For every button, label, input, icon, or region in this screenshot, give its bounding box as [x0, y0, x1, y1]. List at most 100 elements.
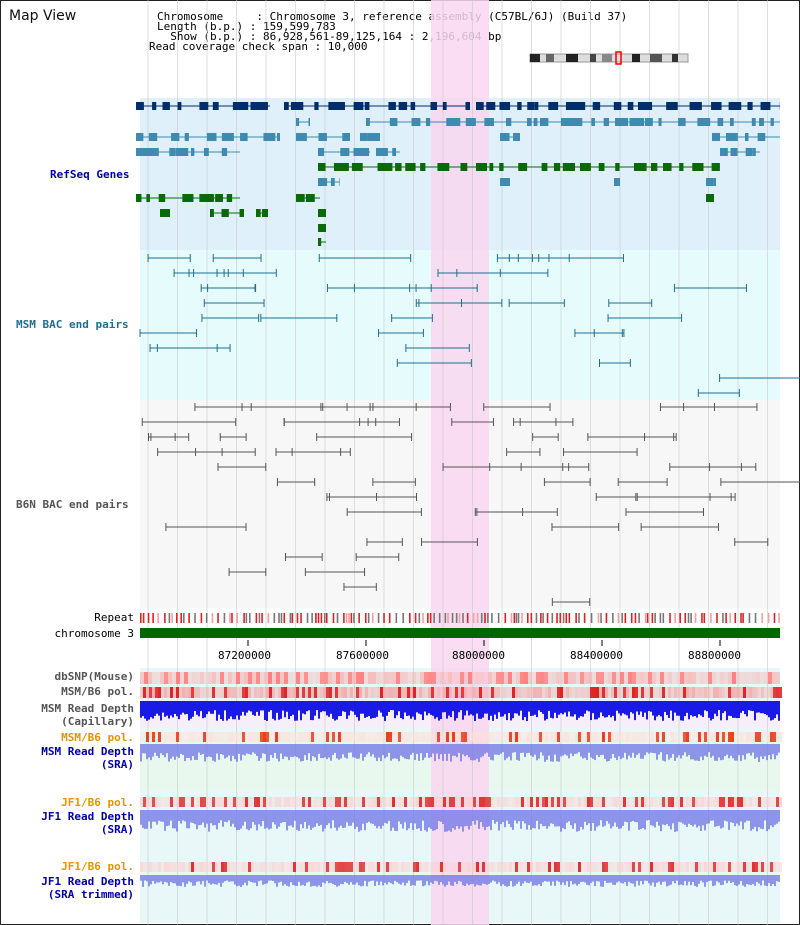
read-depth-bar — [264, 701, 266, 721]
track-label-msm-depth-cap[interactable]: MSM Read Depth — [41, 702, 134, 715]
read-depth-bar — [278, 744, 280, 762]
polymorphism-bin — [512, 732, 515, 742]
read-depth-bar — [482, 875, 484, 884]
read-depth-bar — [618, 810, 620, 829]
polymorphism-bin — [143, 732, 146, 742]
gene-exon — [517, 102, 522, 110]
track-label-jf1-pol-2[interactable]: JF1/B6 pol. — [61, 860, 134, 873]
polymorphism-bin — [704, 797, 707, 807]
polymorphism-bin — [744, 672, 748, 684]
read-depth-bar — [680, 744, 682, 759]
read-depth-bar — [756, 701, 758, 713]
polymorphism-bin — [701, 687, 704, 698]
repeat-mark — [358, 613, 360, 623]
read-depth-bar — [748, 875, 750, 885]
polymorphism-bin — [624, 672, 628, 684]
polymorphism-bin — [590, 862, 593, 872]
read-depth-bar — [714, 744, 716, 761]
read-depth-bar — [724, 810, 726, 821]
read-depth-bar — [356, 875, 358, 883]
read-depth-bar — [274, 701, 276, 721]
gene-exon — [339, 178, 340, 186]
read-depth-bar — [206, 701, 208, 715]
polymorphism-bin — [398, 862, 401, 872]
polymorphism-bin — [227, 687, 230, 698]
read-depth-bar — [350, 744, 352, 753]
read-depth-bar — [418, 744, 420, 761]
gene-exon — [527, 102, 535, 110]
read-depth-bar — [416, 875, 418, 881]
read-depth-bar — [542, 875, 544, 883]
polymorphism-bin — [340, 672, 344, 684]
polymorphism-bin — [497, 732, 500, 742]
polymorphism-bin — [636, 672, 640, 684]
read-depth-bar — [248, 810, 250, 831]
track-label-jf1-pol-1[interactable]: JF1/B6 pol. — [61, 796, 134, 809]
polymorphism-bin — [197, 732, 200, 742]
read-depth-bar — [168, 810, 170, 826]
read-depth-bar — [670, 744, 672, 758]
read-depth-bar — [200, 810, 202, 825]
polymorphism-bin — [185, 687, 188, 698]
read-depth-bar — [712, 875, 714, 887]
polymorphism-bin — [485, 862, 488, 872]
read-depth-bar — [400, 875, 402, 885]
read-depth-bar — [306, 810, 308, 829]
read-depth-bar — [300, 810, 302, 825]
gene-exon — [175, 148, 189, 156]
track-label-b6n-bac[interactable]: B6N BAC end pairs — [16, 498, 129, 511]
read-depth-bar — [460, 810, 462, 827]
polymorphism-bin — [506, 862, 509, 872]
track-label-jf1-depth-trim[interactable]: JF1 Read Depth — [41, 875, 134, 888]
polymorphism-bin — [500, 797, 503, 807]
track-label-jf1-depth-sra[interactable]: JF1 Read Depth — [41, 810, 134, 823]
track-label-dbsnp[interactable]: dbSNP(Mouse) — [54, 670, 134, 683]
track-label-msm-depth-sra[interactable]: MSM Read Depth — [41, 745, 134, 758]
read-depth-bar — [334, 701, 336, 721]
read-depth-bar — [510, 701, 512, 721]
read-depth-bar — [648, 810, 650, 821]
read-depth-bar — [192, 701, 194, 717]
read-depth-bar — [188, 810, 190, 829]
read-depth-bar — [582, 701, 584, 717]
read-depth-bar — [580, 701, 582, 717]
read-depth-bar — [160, 810, 162, 822]
read-depth-bar — [654, 744, 656, 754]
read-depth-bar — [452, 744, 454, 756]
polymorphism-bin — [623, 797, 626, 807]
track-label-msm-pol-2[interactable]: MSM/B6 pol. — [61, 731, 134, 744]
gene-exon — [757, 133, 766, 141]
read-depth-bar — [626, 701, 628, 716]
read-depth-bar — [442, 701, 444, 713]
read-depth-bar — [634, 875, 636, 887]
read-depth-bar — [340, 701, 342, 717]
read-depth-bar — [352, 875, 354, 885]
repeat-mark — [261, 613, 263, 623]
repeat-mark — [521, 613, 523, 623]
polymorphism-bin — [212, 672, 216, 684]
repeat-mark — [542, 613, 544, 623]
polymorphism-bin — [476, 732, 479, 742]
polymorphism-bin — [440, 687, 443, 698]
polymorphism-bin — [578, 862, 581, 872]
read-depth-bar — [660, 701, 662, 717]
track-label-msm-pol-1[interactable]: MSM/B6 pol. — [61, 685, 134, 698]
read-depth-bar — [722, 701, 724, 714]
read-depth-bar — [592, 875, 594, 882]
polymorphism-bin — [602, 732, 605, 742]
polymorphism-bin — [524, 672, 528, 684]
read-depth-bar — [594, 701, 596, 720]
track-label-refseq[interactable]: RefSeq Genes — [50, 168, 130, 181]
read-depth-bar — [216, 875, 218, 885]
read-depth-bar — [664, 875, 666, 882]
polymorphism-bin — [140, 862, 143, 872]
read-depth-bar — [750, 701, 752, 711]
read-depth-bar — [350, 810, 352, 826]
read-depth-bar — [146, 875, 148, 882]
read-depth-bar — [670, 810, 672, 830]
read-depth-bar — [482, 744, 484, 757]
track-label-msm-bac[interactable]: MSM BAC end pairs — [16, 318, 129, 331]
read-depth-bar — [682, 810, 684, 824]
polymorphism-bin — [275, 862, 278, 872]
